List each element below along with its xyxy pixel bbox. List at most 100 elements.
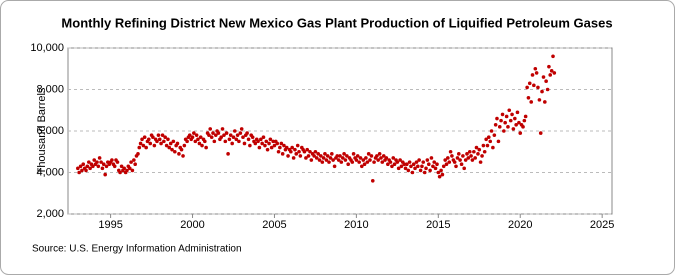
data-point — [421, 160, 426, 164]
data-point — [297, 149, 301, 154]
data-point — [452, 160, 457, 164]
data-point — [526, 96, 531, 100]
data-point — [424, 166, 428, 171]
data-point — [155, 139, 159, 144]
data-point — [313, 149, 318, 154]
data-point — [294, 152, 299, 156]
data-point — [125, 168, 129, 173]
data-point — [386, 162, 390, 166]
data-point — [308, 149, 312, 154]
data-point — [518, 131, 523, 135]
data-point — [325, 154, 330, 158]
data-point — [439, 168, 443, 173]
data-point — [242, 141, 247, 146]
data-point — [552, 71, 557, 75]
data-point — [538, 131, 543, 135]
data-point — [488, 139, 493, 144]
data-point — [370, 179, 375, 183]
data-point — [338, 154, 342, 158]
data-point — [455, 156, 460, 160]
data-point — [425, 158, 430, 162]
data-point — [443, 158, 447, 162]
data-point — [495, 116, 499, 121]
data-point — [250, 135, 255, 140]
data-point — [291, 156, 296, 160]
chart-title: Monthly Refining District New Mexico Gas… — [61, 15, 612, 30]
data-point — [122, 166, 127, 171]
data-point — [312, 154, 316, 158]
data-point — [551, 54, 555, 59]
data-point — [402, 162, 407, 166]
x-tick-label: 2020 — [508, 219, 532, 231]
data-point — [369, 154, 374, 158]
data-point — [132, 158, 136, 162]
data-point — [365, 160, 370, 164]
data-point — [319, 154, 323, 158]
data-point — [420, 164, 424, 169]
data-point — [185, 139, 189, 144]
data-point — [162, 139, 166, 144]
data-point — [259, 137, 263, 142]
data-point — [85, 164, 90, 169]
data-point — [502, 129, 506, 133]
data-point — [309, 158, 314, 162]
data-point — [317, 158, 322, 162]
data-point — [271, 139, 275, 144]
data-point — [523, 114, 528, 119]
data-point — [351, 152, 356, 156]
data-point — [91, 164, 95, 169]
data-point — [510, 112, 514, 117]
data-point — [159, 141, 163, 146]
data-point — [284, 145, 289, 150]
data-point — [515, 110, 520, 115]
data-point — [331, 158, 335, 162]
data-point — [97, 156, 102, 160]
data-point — [511, 127, 516, 131]
data-point — [437, 174, 442, 179]
data-point — [384, 156, 389, 160]
data-point — [339, 160, 344, 164]
data-point — [447, 160, 452, 164]
data-point — [182, 143, 187, 148]
data-point — [253, 141, 258, 146]
data-point — [476, 152, 480, 156]
data-point — [548, 73, 553, 77]
data-point — [540, 89, 544, 94]
data-point — [261, 135, 266, 140]
data-point — [137, 145, 142, 150]
data-point — [514, 122, 518, 127]
data-point — [411, 162, 416, 166]
data-point — [224, 131, 229, 135]
data-point — [216, 131, 221, 135]
data-point — [377, 152, 382, 156]
data-point — [446, 156, 450, 160]
data-point — [428, 168, 432, 173]
data-point — [486, 135, 491, 140]
data-point — [534, 71, 539, 75]
data-point — [530, 73, 535, 77]
data-point — [246, 137, 251, 142]
data-point — [477, 147, 482, 152]
data-point — [330, 152, 334, 156]
data-point — [166, 137, 170, 142]
data-point — [213, 133, 218, 137]
data-point — [536, 85, 540, 90]
data-point — [336, 158, 341, 162]
data-point — [433, 166, 438, 171]
data-point — [541, 75, 546, 79]
data-point — [223, 139, 228, 144]
data-point — [403, 166, 408, 171]
data-point — [197, 141, 202, 146]
data-point — [418, 168, 423, 173]
data-point — [280, 152, 285, 156]
data-point — [500, 112, 505, 117]
data-point — [204, 145, 208, 150]
data-point — [227, 137, 232, 142]
data-point — [268, 137, 273, 142]
data-point — [406, 168, 411, 173]
data-point — [302, 149, 307, 154]
data-point — [537, 98, 542, 102]
data-point — [458, 158, 462, 162]
data-point — [129, 160, 133, 164]
data-point — [484, 137, 488, 142]
